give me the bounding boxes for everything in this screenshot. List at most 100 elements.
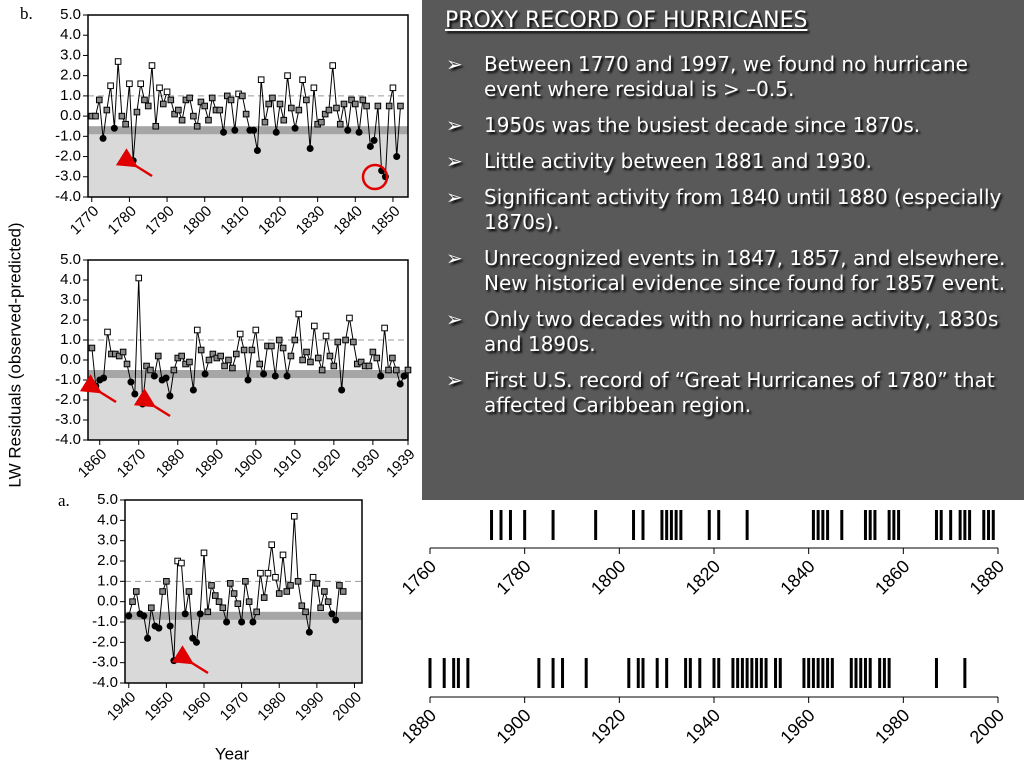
marker (322, 332, 330, 340)
marker (225, 356, 232, 364)
marker (205, 116, 212, 124)
marker (127, 378, 135, 386)
x-tick-label: 1940 (104, 689, 140, 725)
marker (336, 120, 344, 128)
marker (336, 582, 343, 589)
marker (131, 390, 139, 398)
y-tick-label: -3.0 (55, 411, 81, 428)
marker (404, 366, 412, 374)
marker (148, 604, 155, 612)
marker (307, 358, 314, 366)
marker (147, 366, 154, 374)
marker (396, 380, 404, 388)
marker (252, 326, 260, 334)
marker (389, 84, 397, 92)
y-tick-label: 5.0 (60, 251, 81, 268)
x-tick-label: 1930 (348, 446, 384, 482)
marker (100, 374, 108, 382)
marker (325, 106, 333, 114)
marker (240, 346, 248, 354)
marker (234, 600, 242, 608)
y-tick-label: 5.0 (97, 491, 118, 508)
marker (204, 608, 212, 616)
marker (144, 634, 152, 642)
marker (303, 96, 310, 104)
x-tick-label: 1880 (966, 556, 1008, 598)
timeline: 1880 1900 1920 1940 1960 1980 2000 (398, 658, 1008, 748)
x-tick-label: 1860 (871, 556, 913, 598)
marker (357, 358, 365, 366)
marker (313, 580, 321, 587)
marker (264, 569, 272, 577)
marker (244, 376, 252, 384)
marker (295, 106, 303, 114)
y-tick-label: 3.0 (60, 291, 81, 308)
shaded-region (88, 126, 408, 197)
marker (275, 590, 283, 597)
marker (133, 108, 141, 116)
marker (159, 100, 167, 108)
marker (340, 100, 348, 108)
slide-title: PROXY RECORD OF HURRICANES (445, 8, 808, 33)
marker (268, 541, 276, 549)
marker (185, 588, 193, 595)
y-tick-label: -3.0 (55, 168, 81, 185)
marker (162, 374, 170, 382)
marker (329, 62, 337, 69)
marker (284, 72, 291, 79)
marker (163, 88, 171, 96)
marker (321, 110, 329, 118)
y-tick-label: 4.0 (60, 26, 81, 43)
marker (350, 338, 357, 346)
threshold-band (125, 611, 362, 620)
marker (141, 96, 148, 104)
marker (88, 344, 96, 352)
marker (119, 348, 127, 356)
marker (261, 118, 269, 126)
x-tick-label: 1820 (255, 203, 291, 239)
marker (365, 362, 373, 370)
marker (400, 372, 408, 380)
x-tick-label: 1780 (492, 556, 534, 598)
marker (271, 372, 279, 380)
x-tick-label: 1940 (682, 705, 724, 747)
marker (163, 578, 170, 585)
marker (197, 346, 205, 354)
bullet-list: Between 1770 and 1997, we found no hurri… (446, 52, 1018, 429)
y-tick-label: -1.0 (92, 613, 118, 630)
bullet: 1950s was the busiest decade since 1870s… (446, 113, 1018, 138)
marker (326, 352, 334, 360)
bullet: Unrecognized events in 1847, 1857, and e… (446, 246, 1018, 296)
marker (139, 400, 147, 408)
marker (305, 628, 313, 636)
marker (377, 372, 385, 380)
marker (324, 598, 332, 605)
marker (291, 124, 299, 132)
marker (342, 336, 349, 344)
y-tick-label: 2.0 (97, 552, 118, 569)
x-tick-label: 1800 (587, 556, 629, 598)
series-line (128, 516, 344, 661)
y-tick-label: -1.0 (55, 371, 81, 388)
plot-frame (87, 259, 409, 441)
marker (287, 104, 295, 112)
marker (197, 98, 205, 106)
marker (299, 356, 306, 364)
bullet: Little activity between 1881 and 1930. (446, 149, 1018, 174)
marker (103, 106, 111, 114)
marker (257, 569, 264, 577)
marker (186, 94, 193, 102)
marker (328, 610, 336, 618)
marker (239, 92, 246, 100)
marker (208, 582, 215, 589)
marker (122, 120, 129, 128)
x-tick-label: 1780 (104, 203, 140, 239)
marker (299, 76, 306, 84)
marker (249, 618, 257, 626)
marker (220, 128, 228, 136)
marker (318, 366, 326, 374)
x-tick-label: 1840 (330, 203, 366, 239)
